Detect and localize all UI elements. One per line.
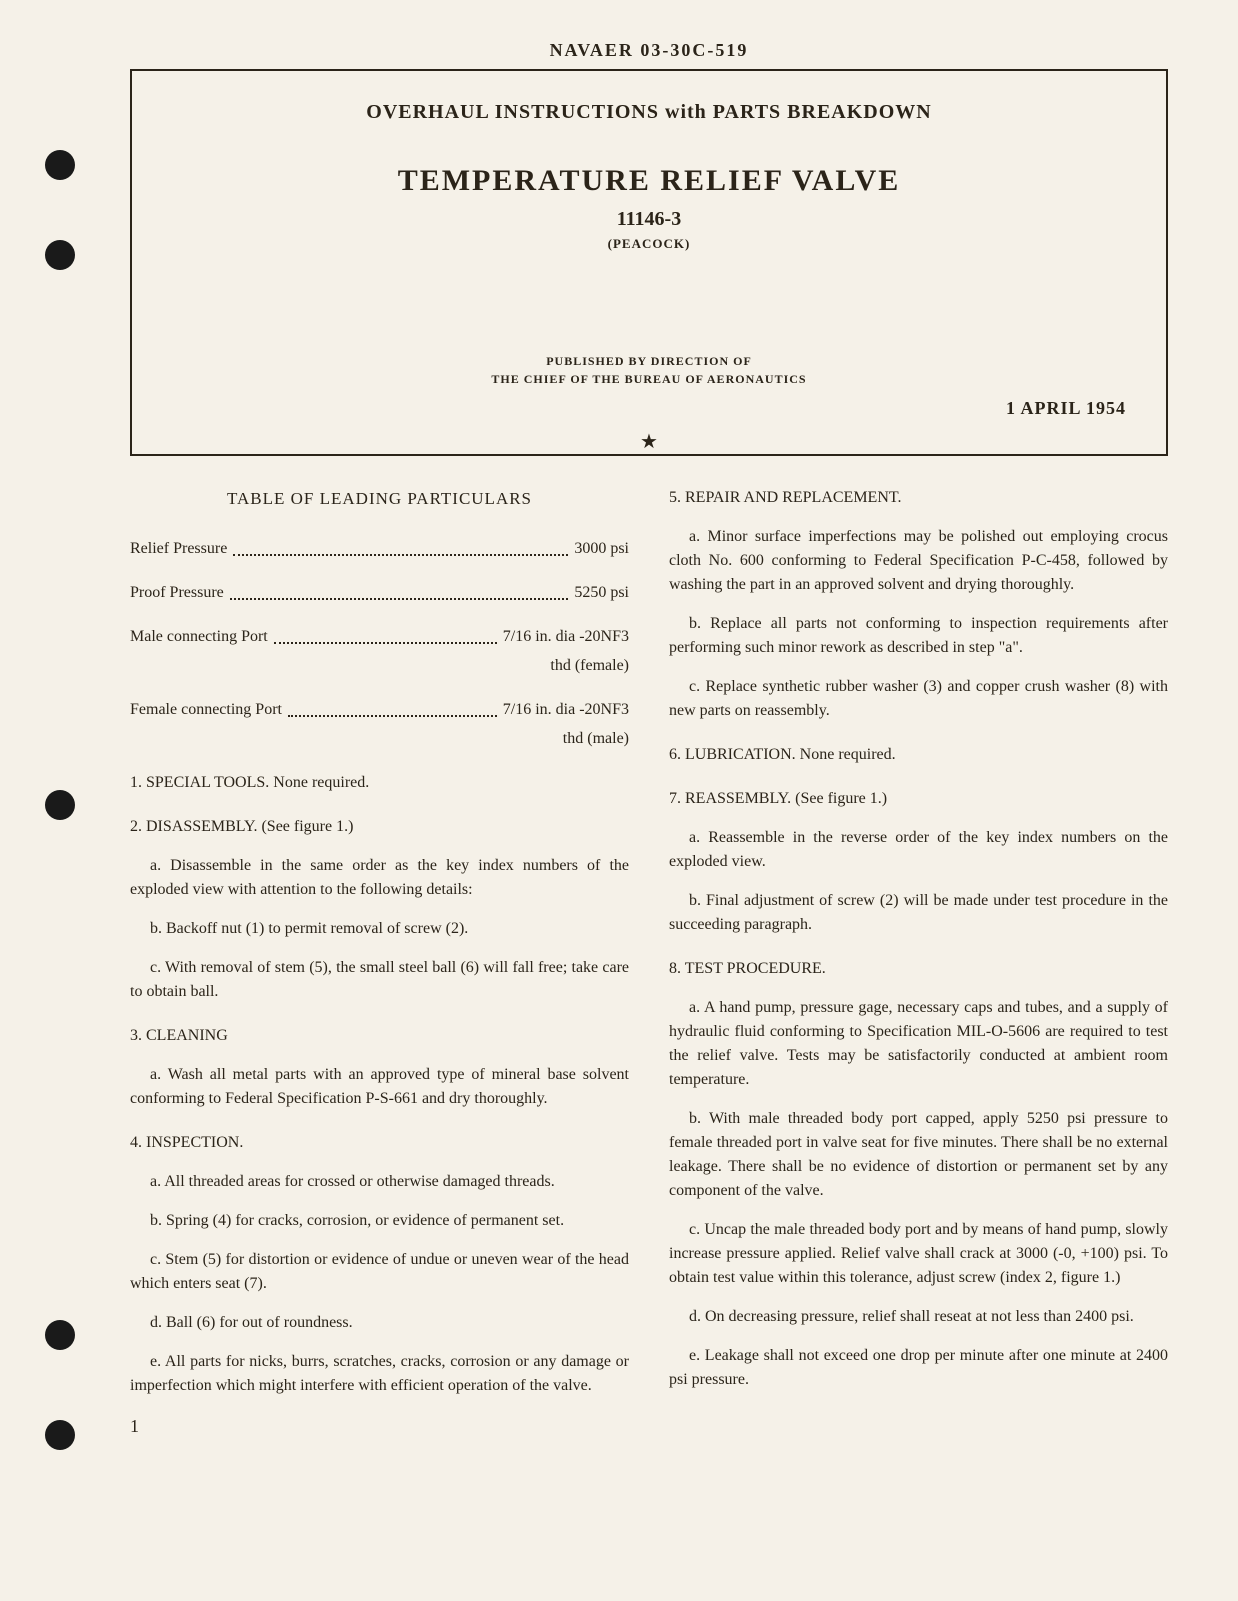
toc-item: Proof Pressure 5250 psi xyxy=(130,581,629,605)
section-repair: 5. REPAIR AND REPLACEMENT. xyxy=(669,486,1168,510)
star-divider-icon: ★ xyxy=(172,429,1126,454)
pub-line-1: PUBLISHED BY DIRECTION OF xyxy=(546,354,752,368)
page-number: 1 xyxy=(130,1413,629,1440)
toc-sub-value: thd (female) xyxy=(130,654,629,678)
paragraph: a. Minor surface imperfections may be po… xyxy=(669,525,1168,597)
paragraph: e. Leakage shall not exceed one drop per… xyxy=(669,1344,1168,1392)
toc-sub-value: thd (male) xyxy=(130,727,629,751)
binder-hole xyxy=(45,1320,75,1350)
pub-line-2: THE CHIEF OF THE BUREAU OF AERONAUTICS xyxy=(491,372,806,386)
toc-label: Female connecting Port xyxy=(130,698,282,722)
publication-date: 1 APRIL 1954 xyxy=(172,398,1126,419)
section-special-tools: 1. SPECIAL TOOLS. None required. xyxy=(130,771,629,795)
toc-dots xyxy=(274,625,497,644)
toc-value: 7/16 in. dia -20NF3 xyxy=(503,625,629,649)
toc-heading: TABLE OF LEADING PARTICULARS xyxy=(130,486,629,512)
paragraph: b. Replace all parts not conforming to i… xyxy=(669,612,1168,660)
toc-dots xyxy=(233,537,568,556)
section-inspection: 4. INSPECTION. xyxy=(130,1131,629,1155)
toc-value: 3000 psi xyxy=(574,537,629,561)
paragraph: c. Stem (5) for distortion or evidence o… xyxy=(130,1248,629,1296)
paragraph: e. All parts for nicks, burrs, scratches… xyxy=(130,1350,629,1398)
manufacturer-name: (PEACOCK) xyxy=(172,236,1126,252)
document-subtitle: OVERHAUL INSTRUCTIONS with PARTS BREAKDO… xyxy=(172,101,1126,124)
toc-value: 5250 psi xyxy=(574,581,629,605)
section-cleaning: 3. CLEANING xyxy=(130,1024,629,1048)
section-reassembly: 7. REASSEMBLY. (See figure 1.) xyxy=(669,787,1168,811)
paragraph: a. A hand pump, pressure gage, necessary… xyxy=(669,996,1168,1092)
paragraph: a. Disassemble in the same order as the … xyxy=(130,854,629,902)
toc-label: Male connecting Port xyxy=(130,625,268,649)
binder-hole xyxy=(45,240,75,270)
binder-hole xyxy=(45,790,75,820)
toc-item: Female connecting Port 7/16 in. dia -20N… xyxy=(130,698,629,722)
document-id: NAVAER 03-30C-519 xyxy=(130,40,1168,61)
binder-hole xyxy=(45,1420,75,1450)
section-lubrication: 6. LUBRICATION. None required. xyxy=(669,743,1168,767)
toc-item: Relief Pressure 3000 psi xyxy=(130,537,629,561)
paragraph: c. With removal of stem (5), the small s… xyxy=(130,956,629,1004)
content-columns: TABLE OF LEADING PARTICULARS Relief Pres… xyxy=(130,486,1168,1440)
paragraph: a. Reassemble in the reverse order of th… xyxy=(669,826,1168,874)
paragraph: c. Replace synthetic rubber washer (3) a… xyxy=(669,675,1168,723)
paragraph: b. Final adjustment of screw (2) will be… xyxy=(669,889,1168,937)
paragraph: b. Backoff nut (1) to permit removal of … xyxy=(130,917,629,941)
paragraph: c. Uncap the male threaded body port and… xyxy=(669,1218,1168,1290)
toc-item: Male connecting Port 7/16 in. dia -20NF3 xyxy=(130,625,629,649)
paragraph: a. Wash all metal parts with an approved… xyxy=(130,1063,629,1111)
publication-authority: PUBLISHED BY DIRECTION OF THE CHIEF OF T… xyxy=(172,352,1126,388)
document-title: TEMPERATURE RELIEF VALVE xyxy=(172,164,1126,198)
paragraph: d. Ball (6) for out of roundness. xyxy=(130,1311,629,1335)
part-number: 11146-3 xyxy=(172,208,1126,231)
paragraph: a. All threaded areas for crossed or oth… xyxy=(130,1170,629,1194)
toc-label: Relief Pressure xyxy=(130,537,227,561)
toc-value: 7/16 in. dia -20NF3 xyxy=(503,698,629,722)
toc-label: Proof Pressure xyxy=(130,581,224,605)
binder-hole xyxy=(45,150,75,180)
toc-dots xyxy=(288,698,497,717)
section-test-procedure: 8. TEST PROCEDURE. xyxy=(669,957,1168,981)
right-column: 5. REPAIR AND REPLACEMENT. a. Minor surf… xyxy=(669,486,1168,1440)
toc-dots xyxy=(230,581,569,600)
paragraph: b. With male threaded body port capped, … xyxy=(669,1107,1168,1203)
paragraph: b. Spring (4) for cracks, corrosion, or … xyxy=(130,1209,629,1233)
paragraph: d. On decreasing pressure, relief shall … xyxy=(669,1305,1168,1329)
title-box: OVERHAUL INSTRUCTIONS with PARTS BREAKDO… xyxy=(130,69,1168,456)
section-disassembly: 2. DISASSEMBLY. (See figure 1.) xyxy=(130,815,629,839)
left-column: TABLE OF LEADING PARTICULARS Relief Pres… xyxy=(130,486,629,1440)
